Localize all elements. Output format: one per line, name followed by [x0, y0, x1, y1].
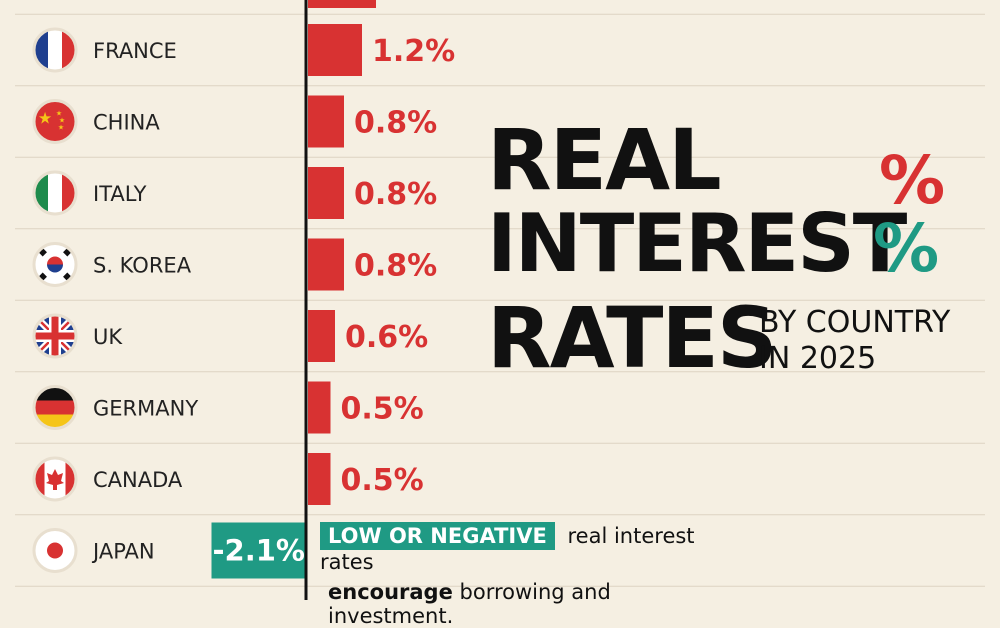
bar — [308, 238, 344, 291]
annotation-note: LOW OR NEGATIVE real interest rates enco… — [320, 522, 740, 628]
value-label: 1.2% — [372, 34, 455, 69]
bar — [308, 310, 335, 362]
flag-france-icon — [32, 27, 78, 73]
value-label: -2.1% — [213, 534, 305, 568]
title-line-real: REAL — [487, 111, 722, 209]
country-label: S. KOREA — [93, 254, 192, 278]
country-label: JAPAN — [91, 540, 155, 564]
country-label: GERMANY — [93, 397, 198, 421]
country-label: FRANCE — [93, 39, 177, 63]
subtitle-year: IN 2025 — [759, 341, 877, 376]
bar — [308, 24, 362, 76]
value-label: 0.5% — [341, 463, 424, 498]
note-strong: encourage — [328, 580, 453, 604]
note-badge: LOW OR NEGATIVE — [320, 522, 555, 550]
bar — [308, 167, 344, 219]
svg-text:★: ★ — [56, 110, 62, 118]
flag-canada-icon — [32, 456, 78, 502]
note-line2: encourage borrowing and investment. — [320, 580, 740, 628]
value-label: 0.6% — [345, 320, 428, 355]
value-label: 0.5% — [341, 392, 424, 427]
value-label: 0.8% — [354, 177, 437, 212]
flag-italy-icon — [32, 170, 78, 216]
flag-south-korea-icon — [32, 242, 78, 287]
bar-chart: FRANCE 1.2%★ ★★★ CHINA 0.8%ITALY 0.8%S. KOREA… — [15, 0, 985, 600]
flag-germany-icon — [32, 385, 78, 430]
svg-text:★: ★ — [59, 117, 65, 125]
flag-china-icon: ★ ★★★ — [32, 99, 78, 144]
bar — [308, 381, 331, 434]
svg-text:★: ★ — [38, 109, 52, 128]
bar — [308, 453, 331, 505]
percent-green-icon: % — [873, 210, 940, 287]
note-line1: real interest rates — [320, 524, 695, 574]
percent-red-icon: % — [879, 142, 946, 219]
country-label: CANADA — [93, 468, 183, 492]
country-label: ITALY — [93, 182, 147, 206]
svg-text:★: ★ — [58, 124, 64, 132]
bar-partial-top — [308, 0, 376, 8]
subtitle-by-country: BY COUNTRY — [759, 305, 951, 340]
country-label: CHINA — [93, 111, 160, 135]
flag-uk-icon — [32, 313, 78, 359]
bar — [308, 95, 344, 148]
value-label: 0.8% — [354, 106, 437, 141]
country-label: UK — [93, 325, 123, 349]
title-line-rates: RATES — [487, 289, 777, 387]
value-label: 0.8% — [354, 249, 437, 284]
title-block: REAL INTEREST RATES BY COUNTRY IN 2025 %… — [487, 108, 967, 388]
flag-japan-icon — [32, 528, 78, 573]
bar — [211, 522, 306, 579]
title-line-interest: INTEREST — [487, 197, 907, 290]
